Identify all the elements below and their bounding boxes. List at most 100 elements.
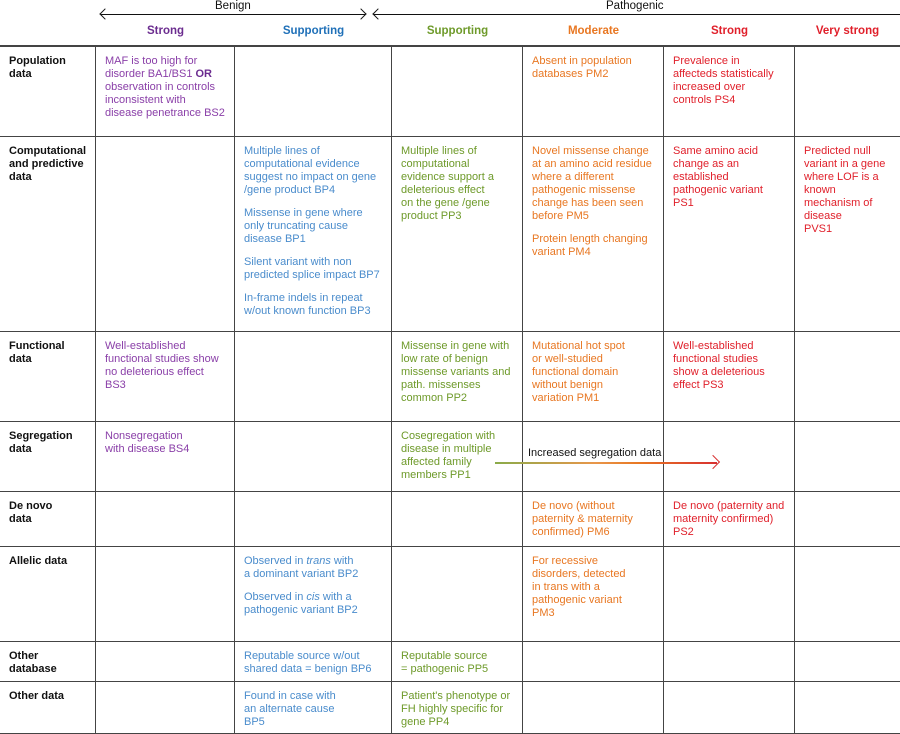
cell-strong-pathogenic [664,422,795,491]
criterion-text: De novo (paternity and maternity confirm… [673,500,785,539]
row-label: Population data [0,47,96,136]
cell-strong-pathogenic [664,682,795,733]
text-segment: Absent in population databases PM2 [532,55,632,80]
pathogenic-label: Pathogenic [606,0,664,12]
text-segment: For recessive disorders, detected in tra… [532,555,626,619]
text-segment: Novel missense change at an amino acid r… [532,145,652,222]
cell-moderate [523,422,664,491]
criterion-text: In-frame indels in repeat w/out known fu… [244,292,382,318]
criterion-text: Same amino acid change as an established… [673,145,785,210]
row-label: Computational and predictive data [0,137,96,331]
cell-very-strong [795,642,900,681]
text-segment: Patient's phenotype or FH highly specifi… [401,690,511,728]
cell-strong-pathogenic [664,547,795,641]
text-segment: Found in case with an alternate cause BP… [244,690,336,728]
cell-supporting-benign: Reputable source w/out shared data = ben… [235,642,392,681]
cell-very-strong [795,547,900,641]
table-row: Allelic data Observed in trans with a dom… [0,547,900,642]
cell-supporting-benign [235,47,392,136]
cell-supporting-benign [235,422,392,491]
cell-moderate: Novel missense change at an amino acid r… [523,137,664,331]
text-segment: with a dominant variant BP2 [244,555,359,580]
cell-moderate [523,682,664,733]
cell-strong-benign [96,682,235,733]
text-segment: Multiple lines of computational evidence… [244,145,377,196]
criterion-text: Observed in trans with a dominant varian… [244,555,382,581]
cell-very-strong: Predicted null variant in a gene where L… [795,137,900,331]
cell-very-strong [795,492,900,546]
cell-strong-pathogenic: Prevalence in affecteds statistically in… [664,47,795,136]
cell-supporting-pathogenic: Multiple lines of computational evidence… [392,137,523,331]
text-segment: observation in controls inconsistent wit… [105,81,225,119]
text-segment: Predicted null variant in a gene where L… [804,145,886,235]
segregation-arrow-label: Increased segregation data [526,447,664,459]
text-segment: Multiple lines of computational evidence… [401,145,494,222]
text-segment: Reputable source w/out shared data = ben… [244,650,372,675]
criterion-text: Novel missense change at an amino acid r… [532,145,654,223]
text-segment: Mutational hot spot or well-studied func… [532,340,625,404]
row-label: Segregation data [0,422,96,491]
emphasis-or: OR [195,68,213,80]
criterion-text: Multiple lines of computational evidence… [244,145,382,197]
cell-supporting-benign: Observed in trans with a dominant varian… [235,547,392,641]
cell-supporting-benign: Found in case with an alternate cause BP… [235,682,392,733]
row-label: Other data [0,682,96,733]
table-row: Functional data Well-established function… [0,332,900,422]
criterion-text: Predicted null variant in a gene where L… [804,145,891,236]
cell-supporting-pathogenic: Cosegregation with disease in multiple a… [392,422,523,491]
cell-very-strong [795,682,900,733]
pathogenic-arrow [372,8,900,20]
text-segment: Well-established functional studies show… [105,340,219,391]
cell-strong-pathogenic: Same amino acid change as an established… [664,137,795,331]
cell-strong-pathogenic [664,642,795,681]
column-header-strong-benign: Strong [146,25,185,37]
criterion-text: Protein length changing variant PM4 [532,233,654,259]
text-segment: De novo (without paternity & maternity c… [532,500,633,538]
criterion-text: Found in case with an alternate cause BP… [244,690,382,729]
criterion-text: Missense in gene with low rate of benign… [401,340,513,405]
criterion-text: De novo (without paternity & maternity c… [532,500,654,539]
cell-supporting-benign [235,332,392,421]
segregation-arrow [495,462,717,464]
criterion-text: Absent in population databases PM2 [532,55,654,81]
table-row: De novo data De novo (without paternity &… [0,492,900,547]
table-row: Segregation data Nonsegregation with dise… [0,422,900,492]
criterion-text: Reputable source w/out shared data = ben… [244,650,382,676]
cell-very-strong [795,422,900,491]
criterion-text: Mutational hot spot or well-studied func… [532,340,654,405]
text-segment: Missense in gene with low rate of benign… [401,340,511,404]
row-label: Other database [0,642,96,681]
cell-strong-benign: Well-established functional studies show… [96,332,235,421]
cell-supporting-pathogenic: Missense in gene with low rate of benign… [392,332,523,421]
criterion-text: Silent variant with non predicted splice… [244,256,382,282]
cell-very-strong [795,47,900,136]
column-header-moderate: Moderate [567,25,620,37]
column-header-very-strong: Very strong [815,25,880,37]
criterion-text: Well-established functional studies show… [673,340,785,392]
row-label: Allelic data [0,547,96,641]
cell-moderate: De novo (without paternity & maternity c… [523,492,664,546]
criterion-text: For recessive disorders, detected in tra… [532,555,654,620]
text-segment: Cosegregation with disease in multiple a… [401,430,496,481]
text-segment: Protein length changing variant PM4 [532,233,648,258]
cell-supporting-pathogenic [392,47,523,136]
criterion-text: Well-established functional studies show… [105,340,225,392]
text-segment: Well-established functional studies show… [673,340,765,391]
evidence-table: Population data MAF is too high for disor… [0,45,900,734]
benign-arrow [99,8,367,20]
cell-moderate: Absent in population databases PM2 [523,47,664,136]
text-segment: MAF is too high for disorder BA1/BS1 [105,55,198,80]
table-row: Other data Found in case with an alternat… [0,682,900,734]
column-header-supporting-pathogenic: Supporting [426,25,489,37]
criterion-text: Missense in gene where only truncating c… [244,207,382,246]
criterion-text: MAF is too high for disorder BA1/BS1 OR … [105,55,225,120]
cell-supporting-pathogenic: Reputable source = pathogenic PP5 [392,642,523,681]
criterion-text: Nonsegregation with disease BS4 [105,430,225,456]
cell-strong-benign [96,642,235,681]
text-segment: Missense in gene where only truncating c… [244,207,363,245]
cell-very-strong [795,332,900,421]
cell-strong-benign: Nonsegregation with disease BS4 [96,422,235,491]
text-segment: Prevalence in affecteds statistically in… [673,55,774,106]
text-segment: with a pathogenic variant BP2 [244,591,358,616]
cell-strong-benign [96,547,235,641]
